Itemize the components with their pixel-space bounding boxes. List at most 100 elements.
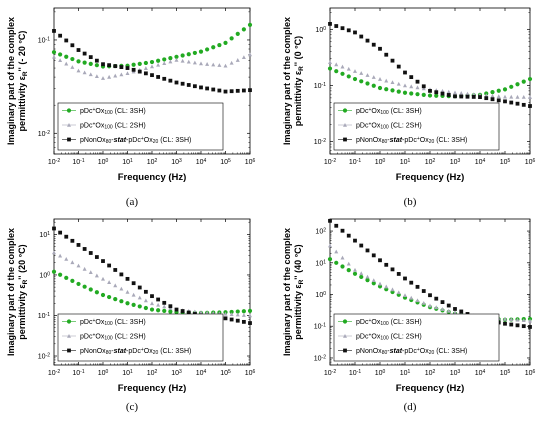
- data-point-s1-p19: [168, 59, 173, 64]
- data-point-s1-p25: [205, 62, 210, 66]
- data-point-s2-p24: [199, 85, 203, 90]
- data-point-s1-p1: [334, 62, 339, 67]
- x-tick-label: 10-2: [48, 158, 60, 166]
- x-tick-label: 10-2: [324, 369, 336, 377]
- data-point-s2-p4: [353, 238, 357, 243]
- data-point-s2-p19: [168, 78, 173, 83]
- data-point-s1-p12: [125, 289, 130, 294]
- series-green: [327, 66, 533, 99]
- data-point-s1-p14: [137, 295, 142, 300]
- legend-entry: pDc+Ox100 (CL: 2SH): [356, 121, 422, 131]
- data-point-s1-p6: [88, 270, 93, 275]
- data-point-s1-p9: [107, 280, 112, 284]
- data-point-s2-p11: [119, 65, 124, 69]
- legend-entry: pDc+Ox100 (CL: 2SH): [80, 121, 146, 131]
- data-point-s2-p0: [52, 29, 56, 33]
- data-point-s1-p16: [428, 303, 432, 308]
- legend-box: [57, 102, 224, 151]
- data-point-s1-p1: [334, 249, 339, 254]
- y-tick-label: 101: [39, 231, 50, 239]
- data-point-s0-p14: [137, 61, 142, 66]
- data-point-s2-p7: [371, 253, 376, 258]
- data-point-s1-p20: [453, 90, 457, 95]
- y-tick-label: 100: [315, 291, 326, 299]
- data-point-s2-p21: [459, 94, 464, 99]
- x-tick-label: 100: [375, 369, 386, 377]
- data-point-s0-p20: [174, 54, 179, 59]
- data-point-s2-p10: [113, 64, 118, 69]
- y-tick-label: 10-1: [314, 322, 326, 330]
- data-point-s2-p0: [52, 226, 56, 231]
- data-point-s2-p16: [428, 293, 432, 298]
- data-point-s0-p16: [427, 93, 433, 98]
- data-point-s1-p26: [490, 93, 495, 98]
- data-point-s2-p18: [162, 76, 167, 81]
- data-point-s2-p32: [248, 321, 252, 325]
- x-tick-label: 10-1: [72, 158, 84, 166]
- x-tick-label: 105: [500, 158, 511, 166]
- data-point-s0-p26: [211, 45, 216, 50]
- x-tick-label: 101: [122, 369, 133, 377]
- data-point-s2-p1: [334, 223, 339, 228]
- x-tick-label: 103: [450, 369, 461, 377]
- data-point-s2-p16: [428, 88, 432, 93]
- data-point-s0-p5: [82, 284, 87, 289]
- data-point-s1-p22: [465, 91, 470, 96]
- data-point-s2-p18: [162, 300, 167, 305]
- data-point-s1-p5: [359, 271, 364, 276]
- data-point-s2-p8: [101, 259, 105, 263]
- data-point-s2-p0: [328, 21, 332, 26]
- data-point-s1-p14: [415, 85, 420, 90]
- data-point-s1-p29: [509, 317, 514, 322]
- data-point-s0-p18: [162, 308, 167, 314]
- data-point-sleg2-p0: [343, 348, 347, 353]
- data-point-s2-p27: [496, 98, 501, 103]
- y-axis-label-line2: permittivity εR'' (20 °C): [17, 244, 29, 339]
- data-point-s1-p32: [248, 313, 252, 318]
- data-point-s2-p15: [421, 84, 426, 89]
- data-point-s2-p21: [180, 81, 185, 86]
- data-point-s1-p7: [371, 278, 376, 282]
- legend: pDc+Ox100 (CL: 3SH) pDc+Ox100 (CL: 2SH) pN…: [57, 102, 224, 151]
- data-point-sleg0-p0: [66, 319, 72, 324]
- x-tick-label: 101: [400, 369, 411, 377]
- data-point-s2-p9: [107, 263, 112, 268]
- data-point-s2-p10: [390, 267, 395, 272]
- legend-entry: pDc+Ox100 (CL: 3SH): [80, 318, 146, 328]
- data-point-s2-p15: [421, 289, 426, 293]
- data-point-sleg2-p0: [343, 137, 347, 142]
- x-tick-label: 10-1: [349, 158, 361, 166]
- data-point-s0-p7: [94, 290, 99, 295]
- data-point-s0-p14: [137, 304, 142, 309]
- legend-entry: pDc+Ox100 (CL: 3SH): [80, 107, 146, 117]
- data-point-s1-p12: [403, 293, 407, 298]
- data-point-sleg1-p0: [343, 123, 347, 127]
- x-tick-label: 103: [450, 158, 461, 166]
- data-point-s0-p24: [198, 49, 204, 54]
- data-point-s1-p6: [88, 72, 93, 77]
- data-point-s1-p20: [174, 57, 179, 62]
- data-point-s1-p30: [235, 312, 240, 317]
- data-point-s1-p25: [484, 93, 489, 98]
- x-tick-label: 101: [122, 158, 133, 166]
- data-point-s1-p10: [113, 73, 118, 78]
- data-point-s1-p32: [528, 95, 532, 99]
- data-point-s1-p24: [199, 61, 203, 66]
- data-point-s1-p0: [52, 54, 56, 59]
- data-point-s0-p17: [156, 308, 161, 313]
- data-point-s0-p27: [217, 42, 222, 48]
- data-point-s2-p30: [235, 88, 240, 93]
- series-black: [52, 29, 252, 94]
- data-point-s2-p29: [229, 317, 234, 322]
- data-point-s1-p5: [359, 71, 364, 75]
- x-tick-label: 10-2: [48, 369, 60, 377]
- data-point-s2-p2: [64, 38, 69, 43]
- data-point-sleg2-p0: [67, 137, 71, 142]
- data-point-s2-p22: [186, 310, 191, 315]
- data-point-s1-p4: [353, 69, 357, 73]
- legend-entry: pNonOx80-stat-pDc+Ox20 (CL: 3SH): [80, 347, 191, 357]
- data-point-s2-p23: [192, 84, 197, 89]
- data-point-s1-p7: [94, 74, 99, 79]
- data-point-sleg1-p0: [343, 334, 347, 338]
